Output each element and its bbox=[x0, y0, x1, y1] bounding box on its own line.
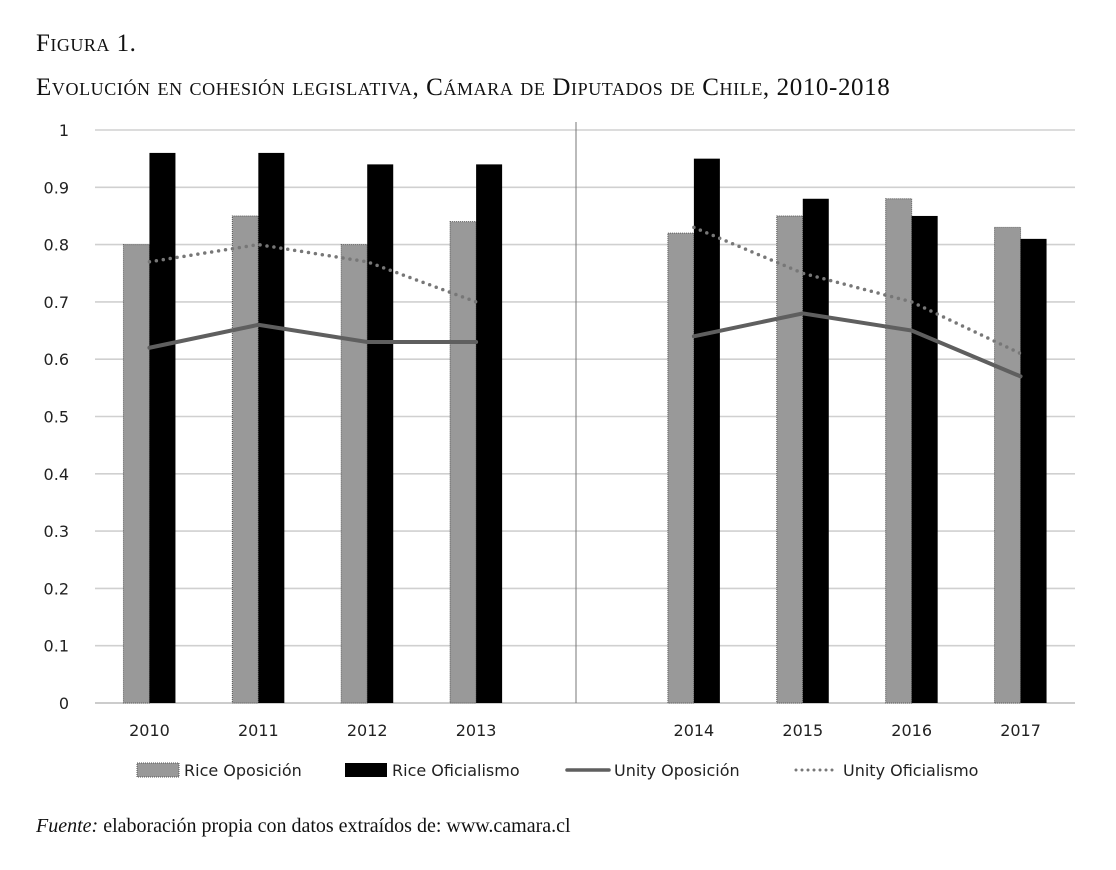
x-tick-label: 2013 bbox=[456, 721, 497, 740]
line-unity-oficialismo bbox=[692, 225, 1023, 356]
y-tick-label: 0.6 bbox=[44, 350, 69, 369]
bar-rice-oficialismo bbox=[693, 158, 720, 703]
line-unity-oposición bbox=[691, 311, 1023, 379]
legend-label: Unity Oficialismo bbox=[843, 761, 978, 780]
bar-rice-oficialismo bbox=[149, 152, 176, 704]
bar-rice-oficialismo bbox=[802, 198, 829, 703]
x-tick-label: 2010 bbox=[129, 721, 170, 740]
bar-rice-oposición bbox=[122, 244, 150, 704]
y-tick-label: 0.2 bbox=[44, 579, 69, 598]
bar-rice-oposición bbox=[340, 244, 368, 704]
y-tick-label: 0.4 bbox=[44, 465, 69, 484]
bar-rice-oposición bbox=[449, 221, 477, 704]
bar-rice-oficialismo bbox=[911, 215, 938, 703]
bar-rice-oposición bbox=[667, 232, 695, 704]
x-tick-label: 2017 bbox=[1000, 721, 1041, 740]
y-tick-label: 0.5 bbox=[44, 408, 69, 427]
x-tick-label: 2015 bbox=[782, 721, 823, 740]
x-tick-label: 2016 bbox=[891, 721, 932, 740]
figure-label: Figura 1. bbox=[36, 30, 137, 57]
bar-rice-oficialismo bbox=[1020, 238, 1047, 703]
bar-rice-oficialismo bbox=[367, 164, 394, 703]
legend-label: Rice Oficialismo bbox=[392, 761, 520, 780]
y-tick-label: 1 bbox=[59, 121, 69, 140]
chart-title: Evolución en cohesión legislativa, Cámar… bbox=[36, 74, 891, 101]
y-tick-label: 0 bbox=[59, 694, 69, 713]
y-tick-label: 0.8 bbox=[44, 236, 69, 255]
x-tick-label: 2012 bbox=[347, 721, 388, 740]
legend-swatch bbox=[345, 763, 387, 777]
y-tick-label: 0.7 bbox=[44, 293, 69, 312]
legend-label: Rice Oposición bbox=[184, 761, 302, 780]
line-unity-oposición bbox=[147, 322, 479, 350]
bar-rice-oposición bbox=[776, 215, 804, 704]
bar-rice-oficialismo bbox=[258, 152, 285, 704]
bar-rice-oficialismo bbox=[476, 164, 503, 703]
legend-label: Unity Oposición bbox=[614, 761, 740, 780]
x-tick-label: 2014 bbox=[674, 721, 715, 740]
y-tick-label: 0.1 bbox=[44, 637, 69, 656]
bar-rice-oposición bbox=[231, 215, 259, 704]
bar-rice-oposición bbox=[994, 226, 1022, 704]
source-text: elaboración propia con datos extraídos d… bbox=[98, 815, 571, 837]
x-tick-label: 2011 bbox=[238, 721, 279, 740]
source-label: Fuente: bbox=[36, 815, 99, 837]
y-tick-label: 0.3 bbox=[44, 522, 69, 541]
legend-swatch bbox=[136, 762, 180, 778]
line-unity-oficialismo bbox=[147, 242, 478, 304]
source-note: Fuente: elaboración propia con datos ext… bbox=[36, 815, 571, 838]
y-tick-label: 0.9 bbox=[44, 178, 69, 197]
bar-rice-oposición bbox=[885, 198, 913, 704]
